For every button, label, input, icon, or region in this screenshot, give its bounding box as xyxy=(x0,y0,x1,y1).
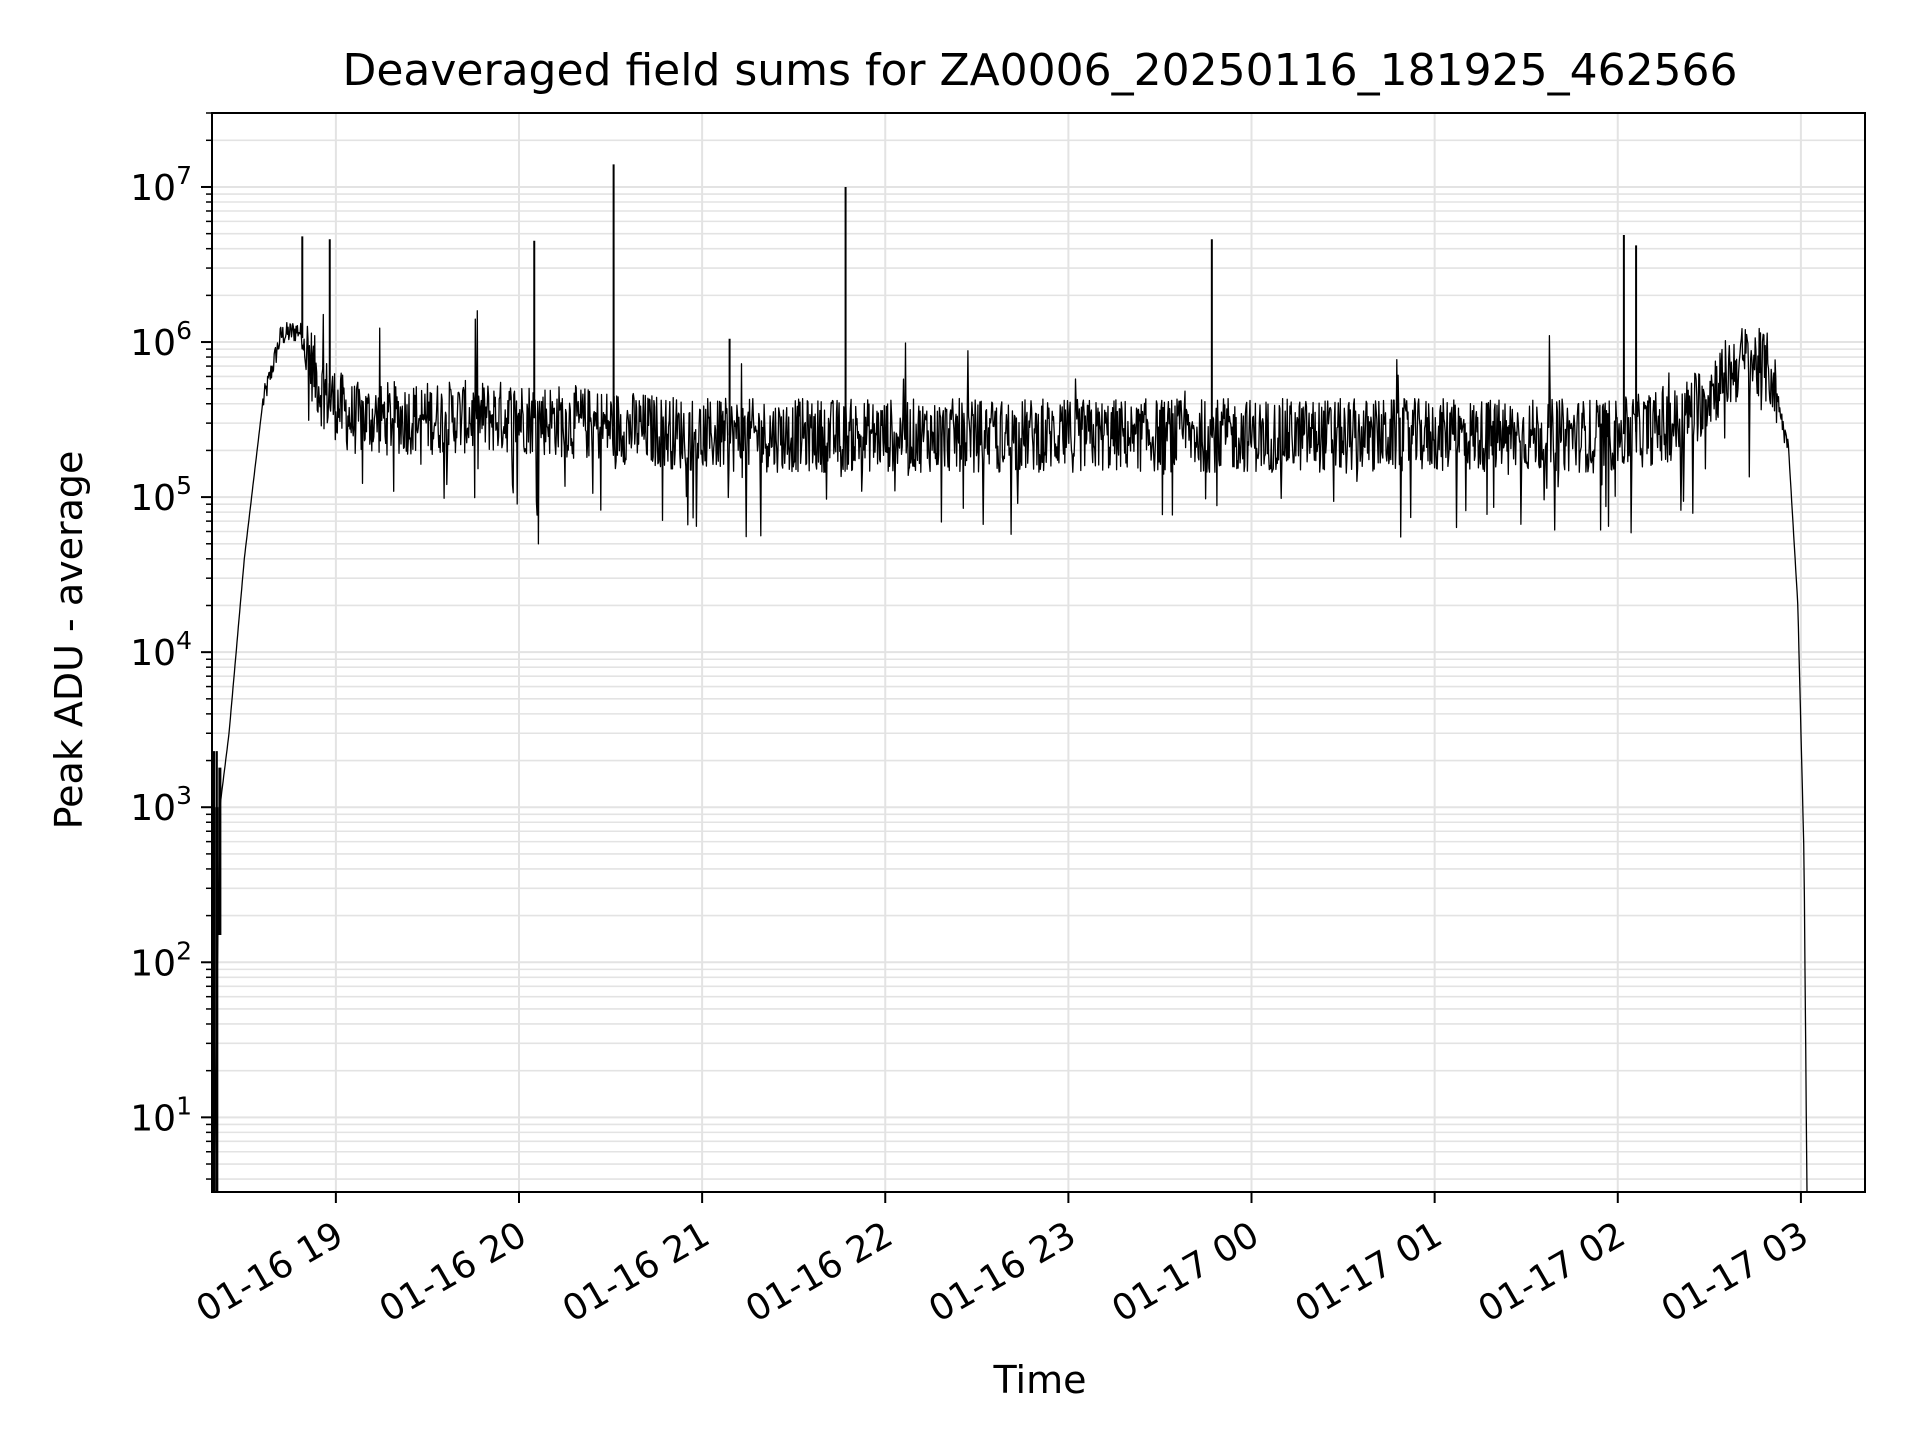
y-tick-label: 107 xyxy=(130,161,192,209)
x-tick-label: 01-16 19 xyxy=(190,1214,351,1330)
x-tick-label: 01-17 00 xyxy=(1105,1214,1266,1330)
y-tick-label: 106 xyxy=(130,316,192,364)
x-tick-label: 01-16 21 xyxy=(556,1214,717,1330)
y-tick-label: 103 xyxy=(130,781,192,829)
data-series xyxy=(212,164,1808,1193)
y-tick-label: 101 xyxy=(130,1091,192,1139)
grid xyxy=(212,112,1865,1192)
y-axis-label: Peak ADU - average xyxy=(47,451,91,830)
y-tick-label: 102 xyxy=(130,936,192,984)
x-tick-label: 01-16 22 xyxy=(739,1214,900,1330)
x-axis-label: Time xyxy=(993,1358,1087,1402)
x-tick-label: 01-17 02 xyxy=(1472,1214,1633,1330)
x-tick-label: 01-17 03 xyxy=(1655,1214,1816,1330)
y-tick-label: 105 xyxy=(130,471,192,519)
x-tick-label: 01-17 01 xyxy=(1288,1214,1449,1330)
x-tick-label: 01-16 23 xyxy=(922,1214,1083,1330)
x-tick-label: 01-16 20 xyxy=(373,1214,534,1330)
chart-title: Deaveraged field sums for ZA0006_2025011… xyxy=(342,45,1737,96)
y-tick-label: 104 xyxy=(130,626,192,674)
series-line xyxy=(213,310,1808,1193)
